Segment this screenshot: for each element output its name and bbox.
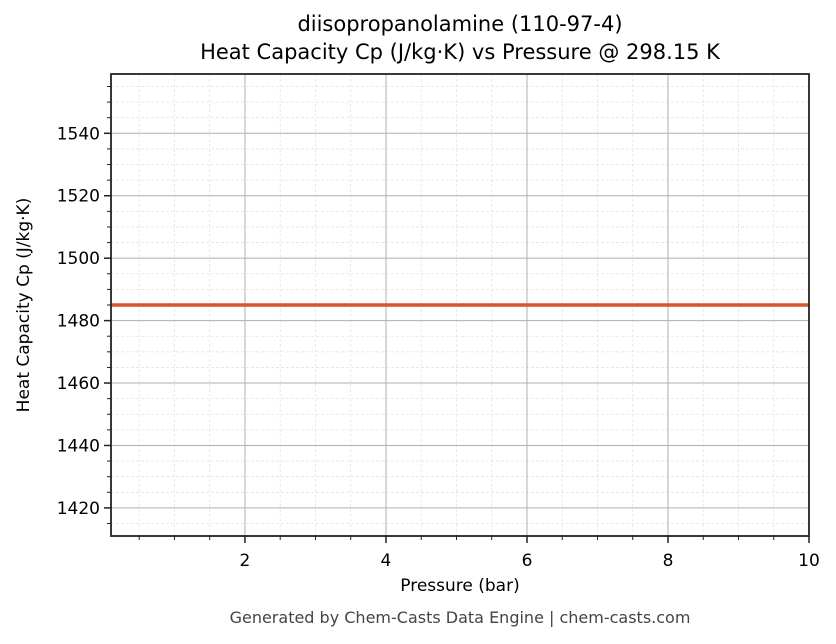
tick-labels: 2 4 6 8 10 1420 1440 1460 1480 1500 1520 1540 bbox=[57, 124, 820, 571]
x-axis-label: Pressure (bar) bbox=[400, 576, 520, 596]
svg-text:6: 6 bbox=[522, 551, 533, 571]
chart-title: diisopropanolamine (110-97-4) bbox=[297, 12, 623, 36]
svg-text:1420: 1420 bbox=[57, 499, 100, 519]
svg-text:1480: 1480 bbox=[57, 312, 100, 332]
svg-text:1460: 1460 bbox=[57, 374, 100, 394]
footer-credit: Generated by Chem-Casts Data Engine | ch… bbox=[229, 608, 691, 627]
svg-text:8: 8 bbox=[663, 551, 674, 571]
svg-text:10: 10 bbox=[798, 551, 820, 571]
axes-frame bbox=[110, 73, 810, 537]
svg-text:1440: 1440 bbox=[57, 436, 100, 456]
svg-text:1520: 1520 bbox=[57, 187, 100, 207]
svg-text:2: 2 bbox=[240, 551, 251, 571]
y-axis-label: Heat Capacity Cp (J/kg·K) bbox=[14, 197, 34, 413]
major-grid bbox=[111, 74, 810, 536]
svg-text:1540: 1540 bbox=[57, 124, 100, 144]
chart-subtitle: Heat Capacity Cp (J/kg·K) vs Pressure @ … bbox=[200, 40, 720, 64]
svg-text:1500: 1500 bbox=[57, 249, 100, 269]
svg-text:4: 4 bbox=[381, 551, 392, 571]
